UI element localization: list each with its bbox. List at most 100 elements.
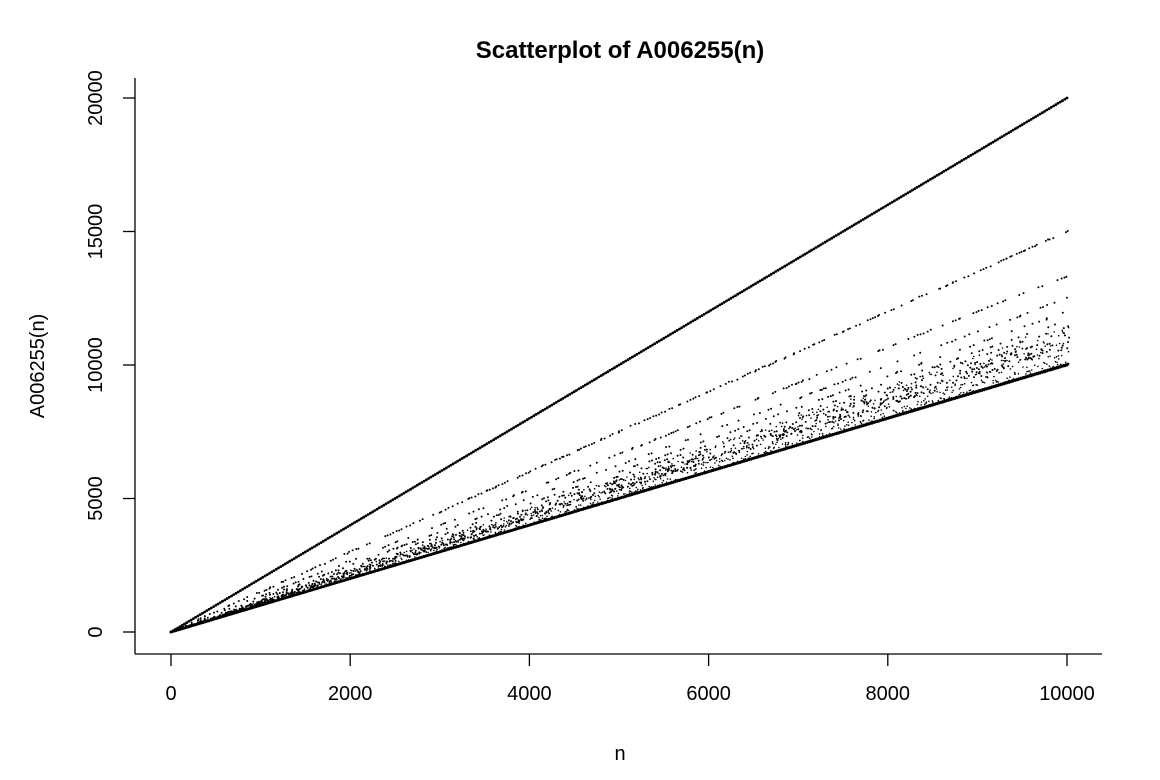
data-point [618, 479, 621, 481]
data-point [464, 537, 466, 539]
data-point [509, 516, 512, 518]
data-point [635, 352, 639, 356]
data-point [551, 515, 553, 517]
data-point [427, 545, 430, 547]
data-point [413, 548, 415, 550]
chart-title: Scatterplot of A006255(n) [476, 37, 765, 64]
data-point [374, 567, 376, 570]
data-point [819, 389, 822, 391]
data-point [302, 578, 305, 580]
data-point [559, 511, 562, 513]
data-point [978, 372, 981, 375]
data-point [478, 532, 481, 535]
data-point [456, 524, 459, 527]
data-point [378, 569, 381, 571]
data-point [1028, 353, 1031, 356]
data-point [194, 615, 198, 619]
data-point [989, 358, 992, 360]
data-point [516, 517, 518, 520]
data-point [829, 421, 832, 423]
data-point [922, 386, 925, 389]
data-point [526, 509, 529, 512]
data-point [530, 506, 533, 509]
data-point [869, 399, 872, 402]
data-point [796, 256, 800, 260]
data-point [524, 522, 527, 525]
data-point [1030, 352, 1033, 355]
data-point [694, 457, 697, 460]
data-point [455, 533, 457, 536]
data-point [396, 540, 399, 543]
data-point [749, 455, 751, 458]
data-point [416, 542, 419, 545]
data-point [1006, 345, 1009, 348]
data-point [886, 394, 888, 397]
data-point [961, 383, 964, 386]
data-point [1057, 355, 1060, 357]
data-point [1010, 338, 1013, 341]
data-point [784, 430, 786, 433]
data-point [554, 401, 558, 404]
data-point [495, 525, 497, 528]
data-point [386, 564, 389, 566]
data-point [579, 386, 583, 390]
data-point [796, 434, 799, 436]
data-point [475, 521, 478, 524]
data-point [403, 544, 406, 546]
data-point [892, 391, 894, 393]
data-point [871, 406, 874, 409]
data-point [234, 605, 237, 608]
data-point [329, 580, 332, 582]
data-point [666, 478, 669, 480]
data-point [634, 458, 637, 461]
data-point [991, 140, 995, 144]
data-point [747, 446, 750, 449]
data-point [813, 413, 815, 416]
data-point [866, 319, 869, 322]
data-point [404, 554, 407, 557]
data-point [781, 266, 784, 269]
data-point [678, 327, 681, 331]
data-point [469, 536, 472, 538]
data-point [797, 428, 800, 431]
data-point [1067, 326, 1070, 329]
data-point [453, 541, 455, 544]
data-point [391, 498, 395, 502]
data-point [767, 446, 770, 448]
data-point [316, 585, 319, 587]
data-point [919, 333, 922, 336]
data-point [1004, 299, 1007, 302]
data-point [828, 421, 831, 423]
data-point [523, 419, 527, 423]
data-point [501, 433, 504, 436]
data-point [775, 425, 778, 428]
data-point [773, 430, 776, 433]
data-point [673, 464, 676, 467]
data-point [665, 467, 667, 469]
data-point [775, 435, 778, 438]
data-point [833, 333, 836, 336]
data-point [282, 580, 285, 583]
data-point [952, 367, 954, 370]
data-point [644, 347, 648, 351]
data-point [438, 511, 441, 514]
data-point [811, 408, 814, 410]
data-point [970, 362, 972, 365]
data-point [759, 443, 762, 446]
data-point [810, 428, 813, 431]
data-point [847, 328, 850, 331]
data-point [565, 474, 568, 476]
data-point [742, 426, 745, 428]
data-point [924, 398, 926, 400]
data-point [583, 488, 585, 491]
data-point [701, 454, 704, 457]
data-point [743, 288, 746, 292]
data-point [269, 598, 271, 601]
data-point [880, 398, 883, 400]
data-point [958, 348, 961, 351]
data-point [978, 354, 981, 357]
data-point [837, 382, 840, 385]
data-point [492, 526, 494, 529]
data-point [449, 463, 453, 467]
data-point [988, 338, 991, 341]
